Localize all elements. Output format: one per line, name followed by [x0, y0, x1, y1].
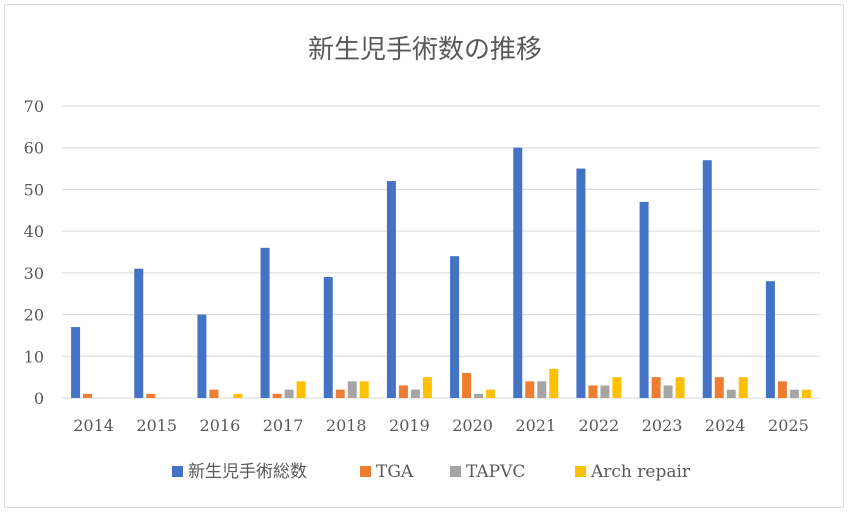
- x-tick-label: 2017: [263, 416, 304, 435]
- bar-TAPVC-2024: [726, 389, 736, 398]
- bar-新生児手術総数-2022: [576, 168, 586, 398]
- bar-TGA-2020: [462, 372, 472, 398]
- bar-新生児手術総数-2025: [765, 281, 775, 398]
- legend-swatch: [172, 466, 183, 477]
- y-axis-ticks: 0 10 20 30 40 50 60 70: [24, 97, 44, 408]
- legend-label: TGA: [376, 462, 414, 482]
- bar-TGA-2025: [777, 381, 787, 398]
- bar-Arch repair-2019: [422, 377, 432, 398]
- bars: [71, 147, 811, 398]
- chart-title: 新生児手術数の推移: [308, 35, 542, 65]
- gridlines: [62, 105, 820, 399]
- bar-新生児手術総数-2021: [513, 147, 523, 398]
- x-tick-label: 2024: [705, 416, 746, 435]
- bar-Arch repair-2018: [359, 381, 369, 398]
- bar-TGA-2016: [209, 389, 219, 398]
- bar-新生児手術総数-2019: [386, 181, 396, 398]
- bar-Arch repair-2021: [549, 368, 559, 398]
- x-tick-label: 2021: [515, 416, 556, 435]
- bar-TGA-2021: [525, 381, 535, 398]
- bar-新生児手術総数-2017: [260, 247, 270, 398]
- bar-TGA-2018: [335, 389, 345, 398]
- bar-TAPVC-2019: [410, 389, 420, 398]
- bar-TGA-2022: [588, 385, 598, 398]
- x-tick-label: 2018: [326, 416, 367, 435]
- x-tick-label: 2020: [452, 416, 493, 435]
- legend-label: TAPVC: [466, 462, 525, 482]
- legend-swatch: [450, 466, 461, 477]
- legend: 新生児手術総数 TGA TAPVC Arch repair: [172, 462, 691, 482]
- bar-TAPVC-2022: [600, 385, 610, 398]
- x-tick-label: 2023: [642, 416, 683, 435]
- bar-TGA-2017: [272, 393, 282, 398]
- x-tick-label: 2019: [389, 416, 430, 435]
- bar-Arch repair-2025: [801, 389, 811, 398]
- bar-新生児手術総数-2023: [639, 201, 649, 398]
- bar-Arch repair-2017: [296, 381, 306, 398]
- x-tick-label: 2014: [73, 416, 114, 435]
- bar-新生児手術総数-2016: [197, 314, 207, 398]
- bar-TAPVC-2017: [284, 389, 294, 398]
- bar-新生児手術総数-2024: [702, 160, 712, 398]
- y-tick-label: 60: [24, 139, 44, 158]
- bar-TAPVC-2020: [474, 393, 484, 398]
- y-tick-label: 50: [24, 180, 44, 199]
- bar-TGA-2015: [146, 393, 156, 398]
- legend-swatch: [360, 466, 371, 477]
- bar-新生児手術総数-2014: [71, 327, 81, 398]
- y-tick-label: 10: [24, 347, 44, 366]
- bar-新生児手術総数-2020: [450, 256, 460, 398]
- y-tick-label: 70: [24, 97, 44, 116]
- bar-TAPVC-2023: [663, 385, 673, 398]
- x-tick-label: 2025: [768, 416, 809, 435]
- x-tick-label: 2015: [136, 416, 177, 435]
- bar-TGA-2019: [398, 385, 408, 398]
- bar-TAPVC-2025: [789, 389, 799, 398]
- x-tick-label: 2016: [200, 416, 241, 435]
- y-tick-label: 30: [24, 264, 44, 283]
- y-tick-label: 0: [34, 389, 44, 408]
- bar-TGA-2014: [83, 393, 93, 398]
- x-axis-ticks: 2014 2015 2016 2017 2018 2019 2020 2021 2022 2023…: [73, 416, 809, 435]
- bar-Arch repair-2016: [233, 393, 243, 398]
- bar-新生児手術総数-2015: [134, 268, 144, 398]
- bar-Arch repair-2023: [675, 377, 685, 398]
- y-tick-label: 20: [24, 306, 44, 325]
- bar-TAPVC-2018: [347, 381, 357, 398]
- bar-TGA-2024: [714, 377, 724, 398]
- legend-label: Arch repair: [590, 462, 691, 482]
- bar-Arch repair-2022: [612, 377, 622, 398]
- bar-Arch repair-2020: [486, 389, 496, 398]
- bar-新生児手術総数-2018: [323, 277, 333, 398]
- x-tick-label: 2022: [579, 416, 620, 435]
- legend-swatch: [575, 466, 586, 477]
- bar-Arch repair-2024: [738, 377, 748, 398]
- legend-label: 新生児手術総数: [188, 462, 307, 482]
- bar-TGA-2023: [651, 377, 661, 398]
- y-tick-label: 40: [24, 222, 44, 241]
- bar-TAPVC-2021: [537, 381, 547, 398]
